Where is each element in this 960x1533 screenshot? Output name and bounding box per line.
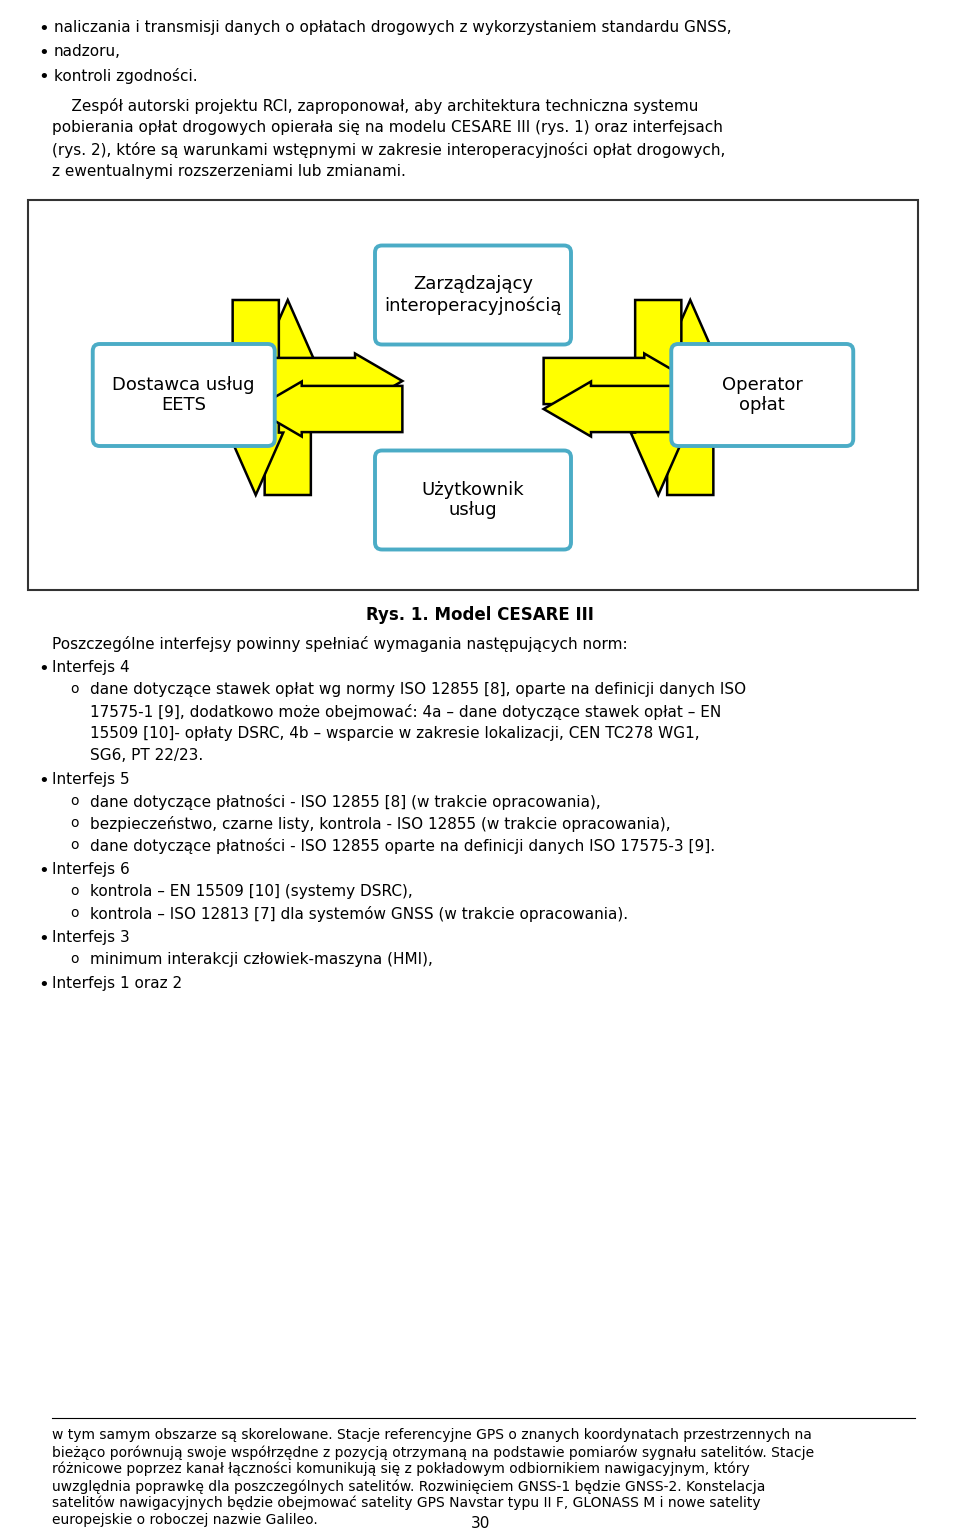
Polygon shape	[543, 382, 691, 437]
FancyBboxPatch shape	[671, 343, 853, 446]
Polygon shape	[254, 354, 402, 408]
Text: dane dotyczące stawek opłat wg normy ISO 12855 [8], oparte na definicji danych I: dane dotyczące stawek opłat wg normy ISO…	[90, 682, 746, 698]
Polygon shape	[543, 354, 691, 408]
Text: •: •	[38, 67, 49, 86]
Text: 30: 30	[470, 1516, 490, 1531]
Text: •: •	[38, 977, 49, 993]
Text: •: •	[38, 773, 49, 789]
Text: Interfejs 4: Interfejs 4	[52, 661, 130, 675]
Text: o: o	[70, 906, 79, 920]
Text: •: •	[38, 44, 49, 61]
Text: o: o	[70, 952, 79, 966]
Text: kontrola – EN 15509 [10] (systemy DSRC),: kontrola – EN 15509 [10] (systemy DSRC),	[90, 885, 413, 898]
Text: minimum interakcji człowiek-maszyna (HMI),: minimum interakcji człowiek-maszyna (HMI…	[90, 952, 433, 967]
Text: Dostawca usług
EETS: Dostawca usług EETS	[112, 376, 255, 414]
Text: europejskie o roboczej nazwie Galileo.: europejskie o roboczej nazwie Galileo.	[52, 1513, 318, 1527]
Text: Poszczególne interfejsy powinny spełniać wymagania następujących norm:: Poszczególne interfejsy powinny spełniać…	[52, 636, 628, 652]
Text: Operator
opłat: Operator opłat	[722, 376, 803, 414]
Text: bieżąco porównują swoje współrzędne z pozycją otrzymaną na podstawie pomiarów sy: bieżąco porównują swoje współrzędne z po…	[52, 1446, 814, 1459]
Text: Rys. 1. Model CESARE III: Rys. 1. Model CESARE III	[366, 606, 594, 624]
Text: uwzględnia poprawkę dla poszczególnych satelitów. Rozwinięciem GNSS-1 będzie GNS: uwzględnia poprawkę dla poszczególnych s…	[52, 1479, 765, 1493]
Text: o: o	[70, 794, 79, 808]
Text: nadzoru,: nadzoru,	[54, 44, 121, 58]
Text: •: •	[38, 661, 49, 678]
Bar	[28, 199, 918, 590]
Text: satelitów nawigacyjnych będzie obejmować satelity GPS Navstar typu II F, GLONASS: satelitów nawigacyjnych będzie obejmować…	[52, 1496, 760, 1510]
Text: różnicowe poprzez kanał łączności komunikują się z pokładowym odbiornikiem nawig: różnicowe poprzez kanał łączności komuni…	[52, 1462, 750, 1476]
Text: Interfejs 3: Interfejs 3	[52, 931, 130, 944]
Polygon shape	[260, 300, 315, 495]
Text: Interfejs 5: Interfejs 5	[52, 773, 130, 786]
Text: w tym samym obszarze są skorelowane. Stacje referencyjne GPS o znanych koordynat: w tym samym obszarze są skorelowane. Sta…	[52, 1429, 812, 1443]
Text: 15509 [10]- opłaty DSRC, 4b – wsparcie w zakresie lokalizacji, CEN TC278 WG1,: 15509 [10]- opłaty DSRC, 4b – wsparcie w…	[90, 727, 700, 740]
Text: Użytkownik
usług: Użytkownik usług	[421, 481, 524, 520]
Text: kontroli zgodności.: kontroli zgodności.	[54, 67, 198, 84]
Text: o: o	[70, 885, 79, 898]
Polygon shape	[662, 300, 718, 495]
FancyBboxPatch shape	[93, 343, 275, 446]
Text: •: •	[38, 862, 49, 880]
Text: •: •	[38, 931, 49, 947]
Text: z ewentualnymi rozszerzeniami lub zmianami.: z ewentualnymi rozszerzeniami lub zmiana…	[52, 164, 406, 179]
Text: bezpieczeństwo, czarne listy, kontrola - ISO 12855 (w trakcie opracowania),: bezpieczeństwo, czarne listy, kontrola -…	[90, 816, 671, 832]
Text: (rys. 2), które są warunkami wstępnymi w zakresie interoperacyjności opłat drogo: (rys. 2), które są warunkami wstępnymi w…	[52, 143, 726, 158]
Text: dane dotyczące płatności - ISO 12855 oparte na definicji danych ISO 17575-3 [9].: dane dotyczące płatności - ISO 12855 opa…	[90, 839, 715, 854]
Text: Interfejs 6: Interfejs 6	[52, 862, 130, 877]
Text: Interfejs 1 oraz 2: Interfejs 1 oraz 2	[52, 977, 182, 990]
FancyBboxPatch shape	[375, 451, 571, 549]
FancyBboxPatch shape	[375, 245, 571, 345]
Text: 17575-1 [9], dodatkowo może obejmować: 4a – dane dotyczące stawek opłat – EN: 17575-1 [9], dodatkowo może obejmować: 4…	[90, 704, 721, 721]
Text: dane dotyczące płatności - ISO 12855 [8] (w trakcie opracowania),: dane dotyczące płatności - ISO 12855 [8]…	[90, 794, 601, 809]
Text: Zarządzający
interoperacyjnością: Zarządzający interoperacyjnością	[384, 276, 562, 314]
Text: pobierania opłat drogowych opierała się na modelu CESARE III (rys. 1) oraz inter: pobierania opłat drogowych opierała się …	[52, 120, 723, 135]
Polygon shape	[254, 382, 402, 437]
Text: kontrola – ISO 12813 [7] dla systemów GNSS (w trakcie opracowania).: kontrola – ISO 12813 [7] dla systemów GN…	[90, 906, 628, 921]
Polygon shape	[228, 300, 283, 495]
Text: SG6, PT 22/23.: SG6, PT 22/23.	[90, 748, 204, 763]
Text: o: o	[70, 839, 79, 852]
Text: o: o	[70, 682, 79, 696]
Polygon shape	[631, 300, 685, 495]
Text: naliczania i transmisji danych o opłatach drogowych z wykorzystaniem standardu G: naliczania i transmisji danych o opłatac…	[54, 20, 732, 35]
Text: Zespół autorski projektu RCI, zaproponował, aby architektura techniczna systemu: Zespół autorski projektu RCI, zaproponow…	[52, 98, 698, 113]
Text: •: •	[38, 20, 49, 38]
Text: o: o	[70, 816, 79, 829]
